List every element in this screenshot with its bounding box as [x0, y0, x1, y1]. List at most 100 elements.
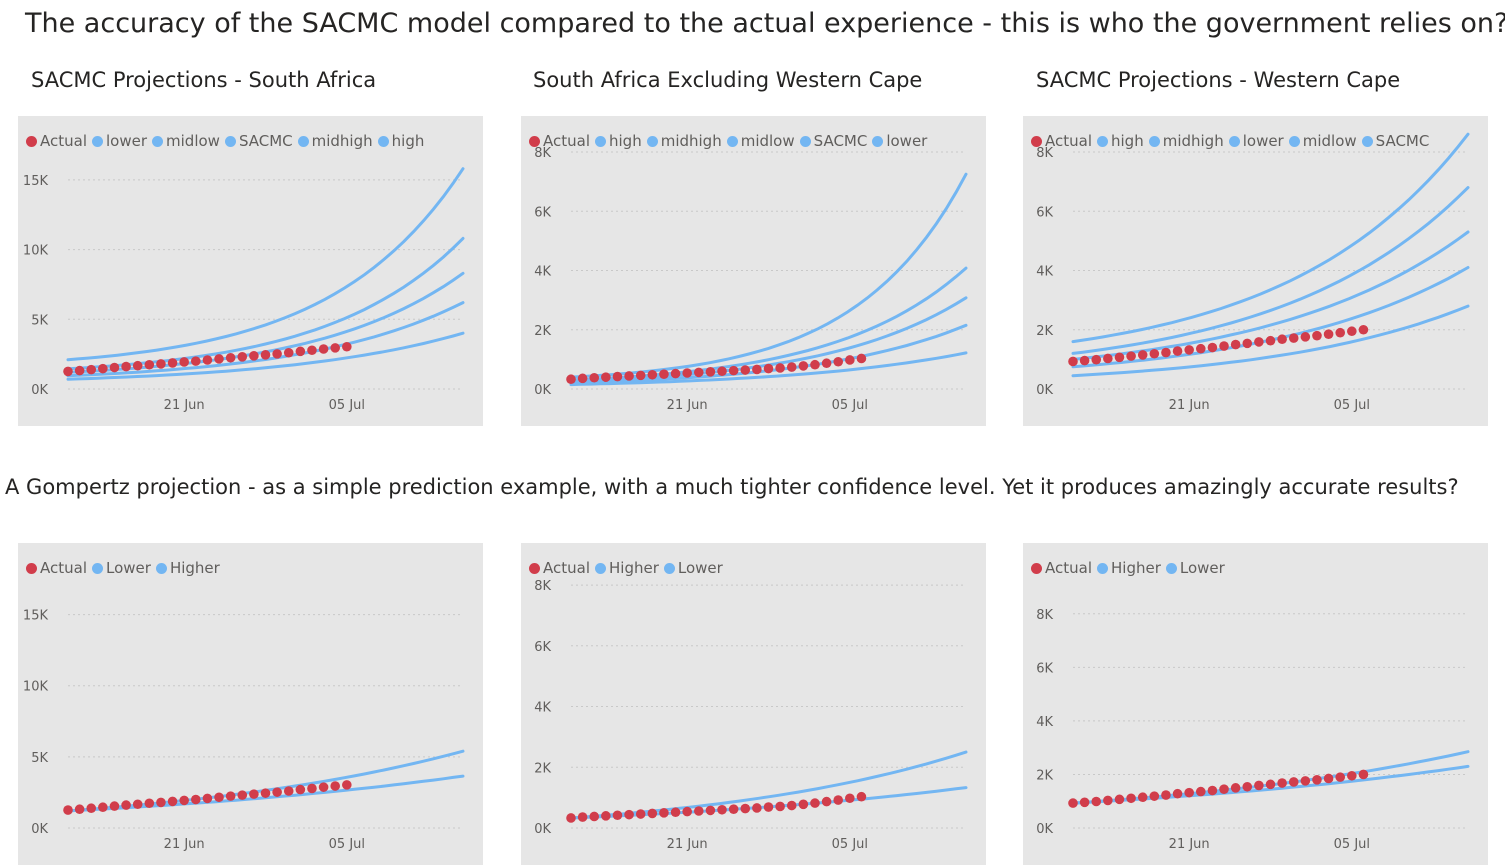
actual-point[interactable]	[260, 350, 271, 360]
series-line-high[interactable]	[66, 167, 465, 362]
chart-sacmc-western-cape[interactable]: Actual high midhigh lower midlow SACMC 0K 2K 4K 6…	[1023, 116, 1488, 426]
actual-point[interactable]	[798, 361, 809, 371]
actual-point[interactable]	[635, 370, 646, 381]
actual-point[interactable]	[752, 803, 762, 813]
legend-item[interactable]: midlow	[152, 132, 220, 150]
chart-gompertz-south-africa[interactable]: Actual Lower Higher 0K 5K 10K 15K 21 Jun 05 Jul	[18, 543, 483, 865]
chart-legend[interactable]: Actual high midhigh midlow SACMC lower	[529, 132, 932, 150]
actual-point[interactable]	[1091, 796, 1102, 807]
actual-point[interactable]	[63, 366, 73, 377]
legend-item[interactable]: SACMC	[224, 132, 293, 150]
actual-point[interactable]	[1265, 335, 1276, 346]
actual-point[interactable]	[86, 803, 97, 814]
actual-point[interactable]	[821, 796, 832, 807]
actual-point[interactable]	[833, 795, 844, 805]
actual-point[interactable]	[202, 793, 213, 804]
actual-point[interactable]	[1172, 788, 1183, 799]
actual-point[interactable]	[740, 803, 751, 814]
legend-item[interactable]: Actual	[1031, 132, 1092, 150]
actual-point[interactable]	[190, 794, 201, 805]
actual-point[interactable]	[1323, 773, 1334, 784]
actual-point[interactable]	[1207, 785, 1218, 796]
actual-point[interactable]	[728, 365, 739, 376]
actual-point[interactable]	[86, 364, 97, 375]
actual-point[interactable]	[740, 365, 751, 375]
actual-point[interactable]	[856, 353, 867, 364]
legend-item[interactable]: lower	[92, 132, 147, 150]
legend-item[interactable]: Actual	[1031, 559, 1092, 577]
series-line-lower[interactable]	[1071, 304, 1470, 378]
actual-point[interactable]	[1161, 347, 1171, 358]
chart-legend[interactable]: Actual high midhigh lower midlow SACMC	[1031, 132, 1434, 150]
actual-point[interactable]	[260, 788, 271, 798]
actual-point[interactable]	[1312, 330, 1322, 341]
series-line-sacmc[interactable]	[1071, 230, 1470, 361]
actual-point[interactable]	[1300, 776, 1311, 786]
actual-point[interactable]	[810, 798, 820, 808]
actual-point[interactable]	[1277, 778, 1287, 788]
actual-point[interactable]	[1149, 348, 1160, 359]
actual-point[interactable]	[728, 804, 739, 814]
actual-point[interactable]	[612, 371, 623, 382]
legend-item[interactable]: high	[377, 132, 424, 150]
chart-sacmc-excl-western-cape[interactable]: Actual high midhigh midlow SACMC lower 0K 2K 4K 6…	[521, 116, 986, 426]
legend-item[interactable]: Lower	[663, 559, 723, 577]
actual-point[interactable]	[1288, 777, 1299, 787]
actual-point[interactable]	[249, 789, 259, 799]
actual-point[interactable]	[1347, 326, 1357, 337]
chart-plot-area[interactable]: 0K 2K 4K 6K 8K 21 Jun 05 Jul	[1023, 116, 1488, 426]
legend-item[interactable]: Actual	[529, 132, 590, 150]
chart-legend[interactable]: Actual Lower Higher	[26, 559, 225, 577]
actual-point[interactable]	[225, 352, 236, 363]
series-line-high[interactable]	[569, 172, 968, 379]
actual-point[interactable]	[612, 810, 623, 821]
actual-point[interactable]	[1126, 351, 1136, 361]
actual-point[interactable]	[272, 349, 282, 359]
actual-point[interactable]	[1068, 798, 1078, 808]
legend-item[interactable]: SACMC	[799, 132, 867, 150]
actual-point[interactable]	[624, 809, 634, 820]
series-line-lower[interactable]	[569, 351, 968, 387]
actual-point[interactable]	[670, 807, 681, 818]
actual-point[interactable]	[144, 798, 155, 809]
legend-item[interactable]: Actual	[26, 132, 87, 150]
actual-point[interactable]	[763, 363, 774, 374]
actual-point[interactable]	[833, 356, 844, 367]
actual-point[interactable]	[318, 344, 329, 354]
actual-point[interactable]	[237, 790, 248, 800]
actual-point[interactable]	[589, 372, 600, 383]
chart-gompertz-western-cape[interactable]: Actual Higher Lower 0K 2K 4K 6K 8K 21 Jun 05 Jul	[1023, 543, 1488, 865]
actual-point[interactable]	[1312, 775, 1322, 785]
actual-point[interactable]	[214, 354, 224, 364]
actual-point[interactable]	[225, 791, 236, 801]
actual-point[interactable]	[577, 812, 588, 822]
actual-point[interactable]	[601, 372, 611, 382]
actual-point[interactable]	[1358, 324, 1369, 335]
actual-point[interactable]	[63, 805, 73, 815]
actual-point[interactable]	[307, 345, 317, 356]
actual-point[interactable]	[202, 355, 213, 365]
actual-point[interactable]	[577, 373, 588, 384]
actual-point[interactable]	[342, 780, 352, 790]
actual-point[interactable]	[330, 343, 341, 353]
actual-point[interactable]	[1219, 784, 1229, 794]
legend-item[interactable]: SACMC	[1361, 132, 1429, 150]
actual-point[interactable]	[635, 809, 646, 819]
actual-point[interactable]	[786, 800, 797, 811]
actual-point[interactable]	[717, 804, 727, 815]
actual-point[interactable]	[705, 367, 716, 377]
actual-point[interactable]	[624, 371, 634, 381]
actual-point[interactable]	[856, 791, 867, 802]
actual-point[interactable]	[121, 800, 131, 810]
legend-item[interactable]: Actual	[529, 559, 590, 577]
chart-legend[interactable]: Actual Higher Lower	[529, 559, 728, 577]
legend-item[interactable]: Higher	[1097, 559, 1161, 577]
actual-point[interactable]	[167, 358, 178, 368]
actual-point[interactable]	[682, 806, 692, 817]
actual-point[interactable]	[1103, 353, 1113, 364]
legend-item[interactable]: lower	[872, 132, 927, 150]
actual-point[interactable]	[1207, 342, 1218, 353]
chart-plot-area[interactable]: 0K 5K 10K 15K 21 Jun 05 Jul	[18, 116, 483, 426]
legend-item[interactable]: high	[1097, 132, 1144, 150]
actual-point[interactable]	[1172, 346, 1183, 356]
